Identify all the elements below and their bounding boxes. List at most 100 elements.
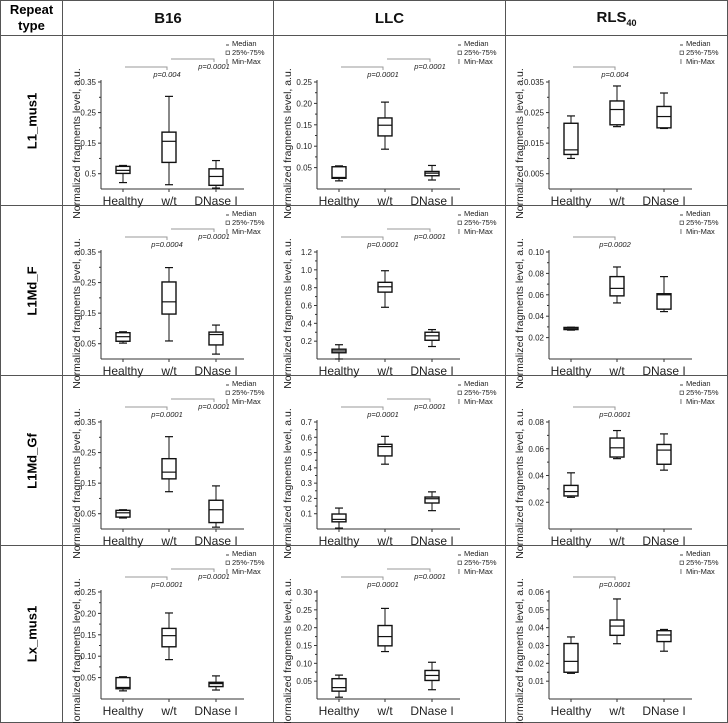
y-tick-label: 0.06 bbox=[528, 588, 544, 597]
x-tick-label: Healthy bbox=[319, 364, 360, 378]
legend-median: Median bbox=[232, 209, 257, 218]
panel-cell: Normalized fragments level, a.u. 0.05 0.10… bbox=[62, 545, 274, 723]
y-tick-label: 0.6 bbox=[301, 433, 313, 442]
y-tick-label: 0.25 bbox=[296, 78, 312, 87]
x-tick-label: DNase I bbox=[642, 534, 685, 548]
significance-bracket bbox=[387, 58, 431, 62]
y-tick-label: 0.25 bbox=[80, 279, 96, 288]
y-axis-label: Normalized fragments level, a.u. bbox=[71, 408, 83, 559]
range-legend-icon: I bbox=[680, 59, 682, 66]
legend-range: Min-Max bbox=[686, 57, 715, 66]
panel-cell: Normalized fragments level, a.u. 0.02 0.04… bbox=[505, 375, 728, 559]
y-axis-label: Normalized fragments level, a.u. bbox=[71, 68, 83, 219]
x-tick-label: DNase I bbox=[194, 364, 237, 378]
panel-cell: Normalized fragments level, a.u. 0.2 0.4 0.… bbox=[273, 205, 506, 389]
iqr-box bbox=[208, 331, 224, 346]
iqr-legend-icon bbox=[225, 390, 230, 395]
p-value-label: p=0.004 bbox=[600, 70, 628, 79]
panel-cell: Normalized fragments level, a.u. 0.02 0.04… bbox=[505, 205, 728, 389]
y-tick-label: 0.20 bbox=[296, 624, 312, 633]
column-header-rls40: RLS40 bbox=[505, 0, 728, 36]
p-value-label: p=0.0001 bbox=[366, 580, 399, 589]
y-tick-label: 0.08 bbox=[528, 418, 544, 427]
box-plot: Normalized fragments level, a.u. 0.1 0.2 0.… bbox=[282, 379, 497, 559]
p-value-label: p=0.0001 bbox=[150, 580, 183, 589]
p-value-label: p=0.0001 bbox=[598, 580, 631, 589]
significance-bracket bbox=[387, 228, 431, 232]
significance-bracket bbox=[387, 398, 431, 402]
iqr-box bbox=[563, 484, 579, 497]
p-value-label: p=0.0001 bbox=[413, 62, 446, 71]
iqr-box bbox=[377, 443, 393, 457]
x-tick-label: DNase I bbox=[410, 194, 453, 208]
significance-bracket bbox=[171, 568, 215, 572]
x-tick-label: w/t bbox=[160, 194, 177, 208]
y-tick-label: 0.05 bbox=[296, 677, 312, 686]
y-axis-label: Normalized fragments level, a.u. bbox=[282, 408, 294, 559]
x-tick-label: Healthy bbox=[103, 194, 144, 208]
p-value-label: p=0.0001 bbox=[197, 232, 230, 241]
iqr-box bbox=[424, 496, 440, 504]
column-header-b16: B16 bbox=[62, 0, 274, 36]
row-label: L1_mus1 bbox=[24, 92, 39, 149]
range-legend-icon: I bbox=[458, 569, 460, 576]
legend-iqr: 25%-75% bbox=[686, 388, 719, 397]
x-tick-label: DNase I bbox=[642, 364, 685, 378]
y-tick-label: 0.4 bbox=[301, 319, 313, 328]
y-tick-label: 0.8 bbox=[301, 284, 313, 293]
panel-cell: Normalized fragments level, a.u. 0.05 0.15… bbox=[62, 205, 274, 389]
panel-cell: Normalized fragments level, a.u. 0.1 0.2 0.… bbox=[273, 375, 506, 559]
iqr-box bbox=[609, 619, 625, 637]
y-axis-label: Normalized fragments level, a.u. bbox=[282, 238, 294, 389]
legend-iqr: 25%-75% bbox=[232, 388, 265, 397]
legend-median: Median bbox=[464, 549, 489, 558]
legend-median: Median bbox=[232, 39, 257, 48]
legend-median: Median bbox=[464, 39, 489, 48]
significance-bracket bbox=[341, 406, 384, 410]
y-tick-label: 0.035 bbox=[524, 78, 545, 87]
row-label: Lx_mus1 bbox=[24, 605, 39, 663]
legend-iqr: 25%-75% bbox=[464, 48, 497, 57]
y-axis-label: Normalized fragments level, a.u. bbox=[514, 408, 526, 559]
iqr-box bbox=[656, 105, 672, 129]
p-value-label: p=0.0001 bbox=[366, 70, 399, 79]
column-subscript: 40 bbox=[626, 17, 637, 28]
x-tick-label: w/t bbox=[608, 194, 625, 208]
panel-cell: Normalized fragments level, a.u. 0.01 0.02… bbox=[505, 545, 728, 723]
panel-cell: Normalized fragments level, a.u. 0.5 0.15 0… bbox=[62, 35, 274, 219]
y-tick-label: 0.6 bbox=[301, 302, 313, 311]
y-tick-label: 0.3 bbox=[301, 479, 313, 488]
significance-bracket bbox=[573, 576, 616, 580]
y-tick-label: 0.35 bbox=[80, 418, 96, 427]
legend-median: Median bbox=[686, 39, 711, 48]
legend-range: Min-Max bbox=[232, 227, 261, 236]
corner-header: Repeat type bbox=[0, 0, 63, 36]
y-axis-label: Normalized fragments level, a.u. bbox=[282, 68, 294, 219]
y-tick-label: 0.15 bbox=[296, 642, 312, 651]
p-value-label: p=0.0001 bbox=[598, 410, 631, 419]
iqr-box bbox=[377, 624, 393, 647]
y-tick-label: 0.4 bbox=[301, 464, 313, 473]
box-plot: Normalized fragments level, a.u.0.05 0.15… bbox=[71, 209, 265, 389]
x-tick-label: w/t bbox=[608, 364, 625, 378]
legend-range: Min-Max bbox=[464, 397, 493, 406]
y-tick-label: 0.10 bbox=[296, 659, 312, 668]
p-value-label: p=0.0001 bbox=[413, 572, 446, 581]
x-tick-label: w/t bbox=[376, 534, 393, 548]
x-tick-label: w/t bbox=[160, 704, 177, 718]
legend-range: Min-Max bbox=[232, 397, 261, 406]
p-value-label: p=0.0001 bbox=[366, 240, 399, 249]
iqr-box bbox=[609, 275, 625, 297]
p-value-label: p=0.004 bbox=[152, 70, 180, 79]
range-legend-icon: I bbox=[226, 399, 228, 406]
y-tick-label: 0.20 bbox=[296, 99, 312, 108]
y-tick-label: 0.06 bbox=[528, 445, 544, 454]
y-tick-label: 0.05 bbox=[80, 510, 96, 519]
